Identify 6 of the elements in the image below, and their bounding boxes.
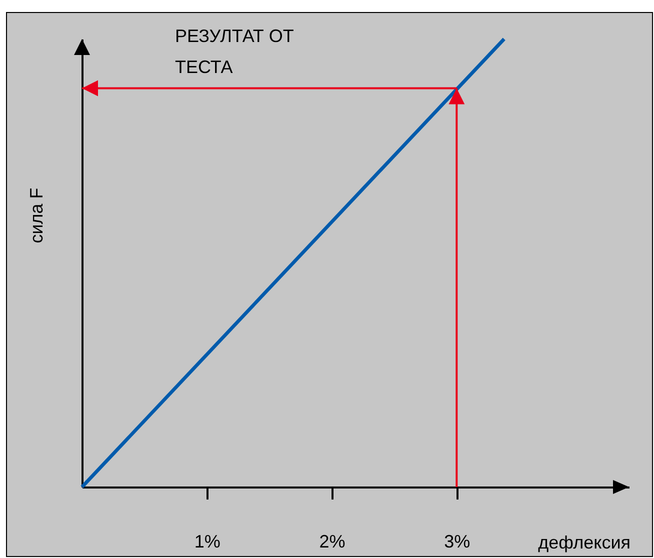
annotation: РЕЗУЛТАТ ОТ ТЕСТА [175,26,294,77]
x-tick-label: 1% [194,532,220,552]
y-axis-title: сила F [26,188,46,244]
x-axis-title: дефлексия [538,532,630,552]
x-tick-label: 2% [319,532,346,552]
x-tick-label: 3% [444,532,470,552]
